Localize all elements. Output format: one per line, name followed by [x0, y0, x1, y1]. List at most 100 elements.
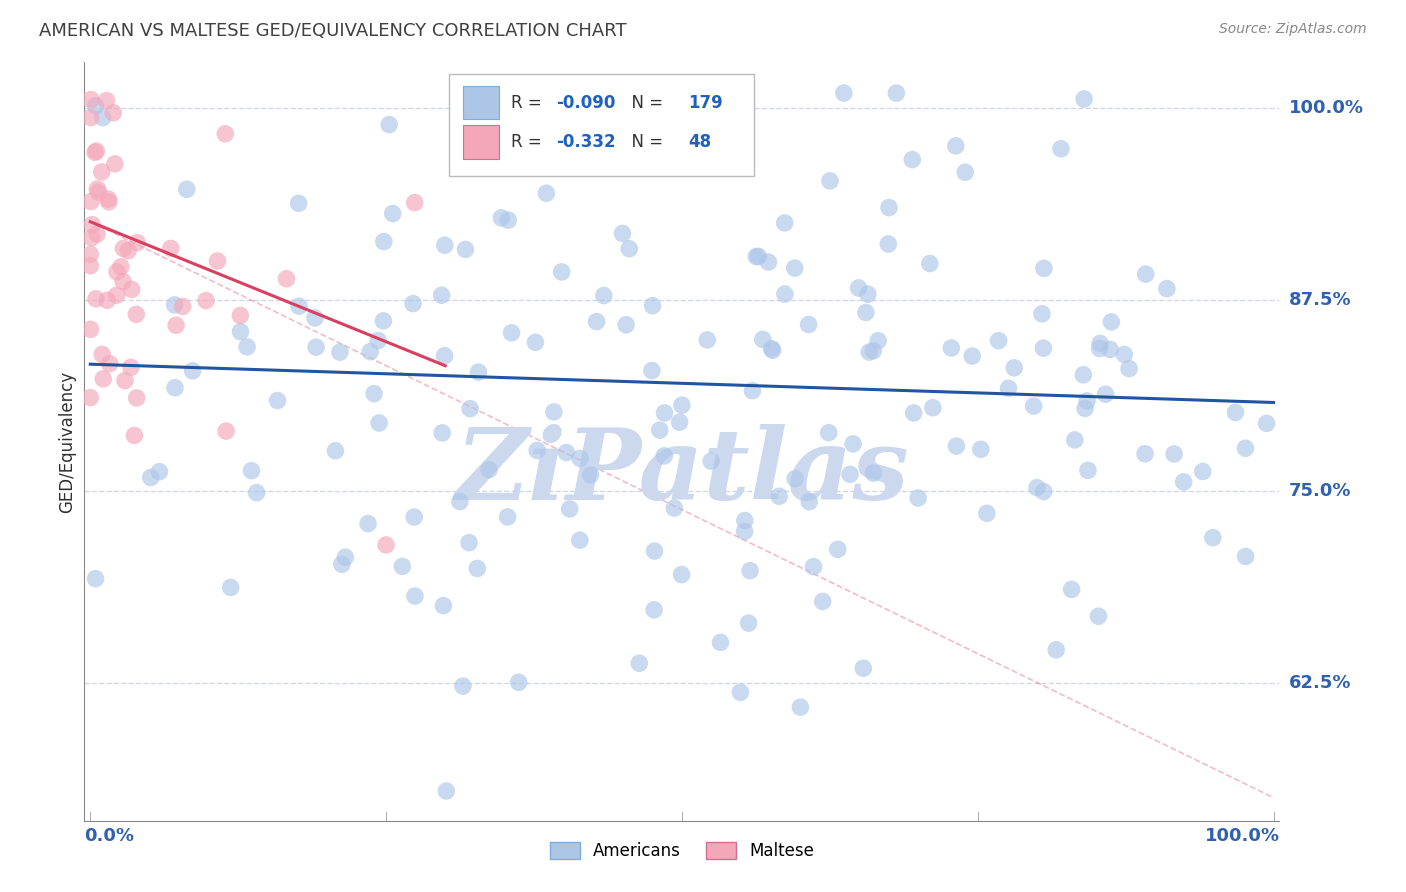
Point: [945, 139, 967, 153]
Point: [1032, 341, 1054, 355]
Point: [884, 86, 907, 100]
Point: [970, 442, 993, 457]
Point: [734, 524, 756, 539]
Text: R =: R =: [510, 94, 547, 112]
Point: [619, 242, 641, 256]
FancyBboxPatch shape: [449, 74, 754, 177]
Text: 100.0%: 100.0%: [1289, 99, 1364, 118]
Point: [585, 315, 607, 329]
Point: [148, 465, 170, 479]
Text: 75.0%: 75.0%: [1289, 483, 1351, 500]
Point: [1114, 347, 1136, 361]
Point: [84, 292, 107, 306]
Point: [373, 314, 395, 328]
Point: [79, 111, 101, 125]
Point: [818, 174, 841, 188]
Point: [160, 241, 183, 255]
Point: [817, 425, 839, 440]
Point: [176, 182, 198, 196]
Text: 48: 48: [688, 133, 711, 151]
Point: [84, 572, 107, 586]
Point: [266, 393, 288, 408]
Point: [97, 192, 120, 206]
Point: [470, 149, 492, 163]
Point: [668, 415, 690, 429]
Point: [87, 185, 110, 199]
Legend: Americans, Maltese: Americans, Maltese: [543, 836, 821, 867]
Point: [671, 567, 693, 582]
Point: [451, 679, 474, 693]
Point: [432, 599, 454, 613]
Point: [832, 86, 855, 100]
Point: [669, 86, 692, 100]
Point: [648, 423, 671, 437]
Point: [592, 288, 614, 302]
Point: [1202, 531, 1225, 545]
Point: [695, 86, 717, 100]
Point: [1022, 399, 1045, 413]
Point: [1118, 361, 1140, 376]
Point: [842, 437, 865, 451]
Point: [97, 194, 120, 209]
Point: [643, 603, 665, 617]
Point: [1225, 405, 1247, 419]
Point: [195, 293, 218, 308]
Point: [1076, 393, 1098, 408]
Point: [96, 293, 118, 308]
Point: [1099, 343, 1122, 357]
Point: [165, 318, 187, 333]
Point: [373, 235, 395, 249]
Point: [478, 463, 501, 477]
Point: [375, 538, 398, 552]
Point: [730, 685, 752, 699]
Point: [976, 506, 998, 520]
Point: [105, 265, 128, 279]
Point: [330, 558, 353, 572]
Point: [612, 227, 634, 241]
Text: AMERICAN VS MALTESE GED/EQUIVALENCY CORRELATION CHART: AMERICAN VS MALTESE GED/EQUIVALENCY CORR…: [39, 22, 627, 40]
Point: [858, 345, 880, 359]
Point: [79, 322, 101, 336]
Point: [671, 398, 693, 412]
Point: [434, 784, 457, 798]
Point: [367, 334, 389, 348]
Point: [987, 334, 1010, 348]
Point: [454, 243, 477, 257]
Point: [1087, 609, 1109, 624]
Point: [758, 255, 780, 269]
Point: [465, 561, 488, 575]
Point: [848, 281, 870, 295]
Point: [1163, 447, 1185, 461]
Point: [1156, 282, 1178, 296]
Point: [305, 340, 328, 354]
Point: [907, 491, 929, 505]
Point: [543, 405, 565, 419]
Point: [783, 261, 806, 276]
Point: [112, 242, 135, 256]
Point: [524, 335, 547, 350]
Point: [86, 227, 108, 241]
Point: [997, 381, 1019, 395]
Point: [1088, 342, 1111, 356]
Point: [80, 93, 103, 107]
Point: [641, 363, 664, 377]
Point: [430, 288, 453, 302]
Point: [918, 256, 941, 270]
Point: [368, 416, 391, 430]
Point: [86, 144, 108, 158]
Point: [1234, 549, 1257, 564]
Point: [80, 194, 103, 209]
Point: [568, 533, 591, 548]
Text: 62.5%: 62.5%: [1289, 673, 1351, 692]
Point: [737, 616, 759, 631]
Point: [1094, 387, 1116, 401]
Point: [941, 341, 963, 355]
Point: [391, 559, 413, 574]
Point: [1191, 465, 1213, 479]
Text: -0.090: -0.090: [557, 94, 616, 112]
Point: [276, 272, 298, 286]
Point: [404, 195, 426, 210]
Point: [501, 326, 523, 340]
Point: [359, 344, 381, 359]
Point: [852, 661, 875, 675]
